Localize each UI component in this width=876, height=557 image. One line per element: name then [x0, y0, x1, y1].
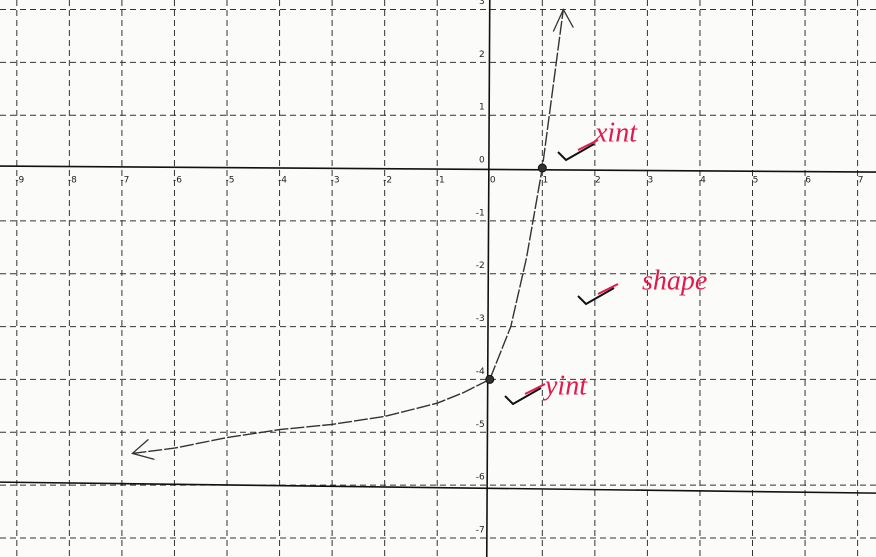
- x-tick-label: -5: [226, 176, 235, 186]
- y-tick-label: -7: [476, 525, 485, 535]
- x-tick-label: -8: [68, 176, 77, 186]
- check-mark: [578, 288, 614, 304]
- check-mark: [558, 144, 594, 160]
- y-tick-label: -5: [476, 420, 485, 430]
- y-tick-label: -4: [476, 367, 485, 377]
- point: [538, 164, 546, 172]
- x-tick-label: 1: [542, 176, 548, 186]
- y-tick-label: 1: [479, 103, 485, 113]
- annotation: xint: [594, 117, 638, 148]
- x-tick-label: 5: [753, 176, 759, 186]
- page: {"chart_data": {"type": "line", "x": [-6…: [0, 0, 876, 557]
- y-tick-label: -2: [476, 261, 485, 271]
- y-tick-label: 0: [479, 156, 485, 166]
- y-axis: [487, 0, 490, 557]
- x-axis: [0, 166, 876, 172]
- y-tick-label: 3: [479, 0, 485, 7]
- y-tick-label: 2: [479, 50, 485, 60]
- y-tick-label: -1: [476, 208, 485, 218]
- x-tick-label: -1: [436, 176, 445, 186]
- y-tick-label: -6: [476, 473, 485, 483]
- y-tick-label: -3: [476, 314, 485, 324]
- curve: [132, 10, 563, 454]
- arrow-head: [132, 439, 154, 459]
- x-tick-label: 2: [595, 176, 601, 186]
- x-tick-label: 3: [648, 176, 654, 186]
- x-tick-label: -9: [15, 176, 24, 186]
- asymptote: [0, 482, 876, 493]
- x-tick-label: -7: [120, 176, 129, 186]
- x-tick-label: -2: [383, 176, 392, 186]
- x-tick-label: -6: [173, 176, 182, 186]
- x-tick-label: 0: [490, 176, 496, 186]
- check-mark: [505, 388, 541, 404]
- x-tick-label: 4: [700, 176, 706, 186]
- x-tick-label: -4: [278, 176, 287, 186]
- point: [486, 375, 494, 383]
- x-tick-label: 6: [805, 176, 811, 186]
- x-tick-label: -3: [331, 176, 340, 186]
- annotation: shape: [642, 265, 707, 296]
- annotation: yint: [542, 370, 588, 401]
- x-tick-label: 7: [858, 176, 864, 186]
- chart: -9 -8 -7 -6 -5 -4 -3 -2 -1 0 1 2 3 4 5 6 7 -7 -6 -5 -4 -3 -2 -1…: [0, 0, 876, 557]
